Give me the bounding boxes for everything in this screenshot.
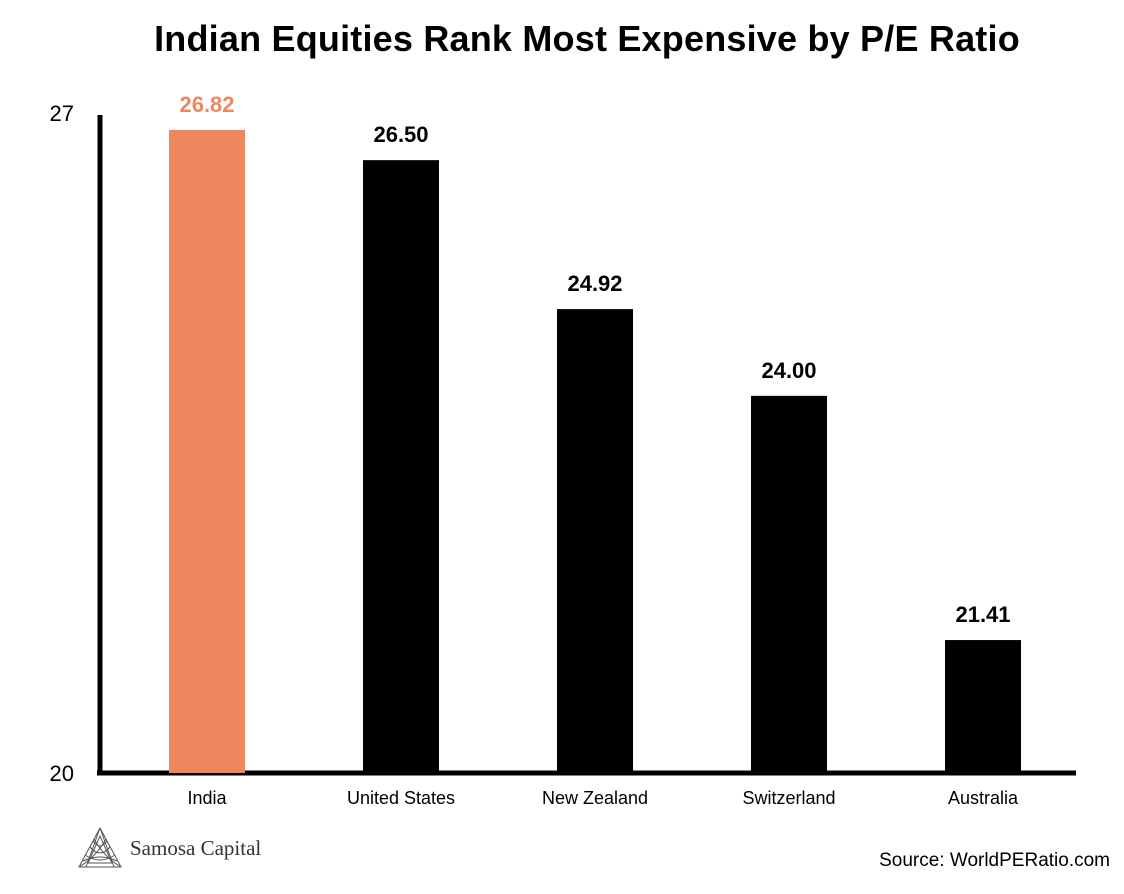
data-label: 26.50 bbox=[373, 122, 428, 147]
chart-bars bbox=[169, 129, 1021, 774]
x-tick-label: Australia bbox=[948, 788, 1019, 808]
y-tick-label: 20 bbox=[50, 761, 74, 786]
chart-labels: 20 27 26.82 India 26.50 United States 24.92 New… bbox=[50, 92, 1019, 808]
bar-australia bbox=[945, 640, 1021, 773]
source-note: Source: WorldPERatio.com bbox=[879, 850, 1110, 871]
bar-united-states bbox=[363, 160, 439, 774]
samosa-triangle-logo-icon bbox=[78, 826, 122, 868]
x-tick-label: United States bbox=[347, 788, 455, 808]
y-tick-label: 27 bbox=[50, 101, 74, 126]
bar-new-zealand bbox=[557, 309, 633, 773]
data-label: 24.00 bbox=[761, 358, 816, 383]
samosa-capital-logo: Samosa Capital bbox=[76, 824, 261, 874]
data-label: 26.82 bbox=[179, 92, 234, 117]
data-label: 24.92 bbox=[567, 271, 622, 296]
x-tick-label: India bbox=[187, 788, 227, 808]
bar-india bbox=[169, 129, 245, 773]
x-tick-label: Switzerland bbox=[742, 788, 835, 808]
chart-title: Indian Equities Rank Most Expensive by P… bbox=[154, 18, 1020, 59]
data-label: 21.41 bbox=[955, 602, 1010, 627]
x-tick-label: New Zealand bbox=[542, 788, 648, 808]
bar-switzerland bbox=[751, 395, 827, 773]
logo-text: Samosa Capital bbox=[130, 835, 262, 860]
